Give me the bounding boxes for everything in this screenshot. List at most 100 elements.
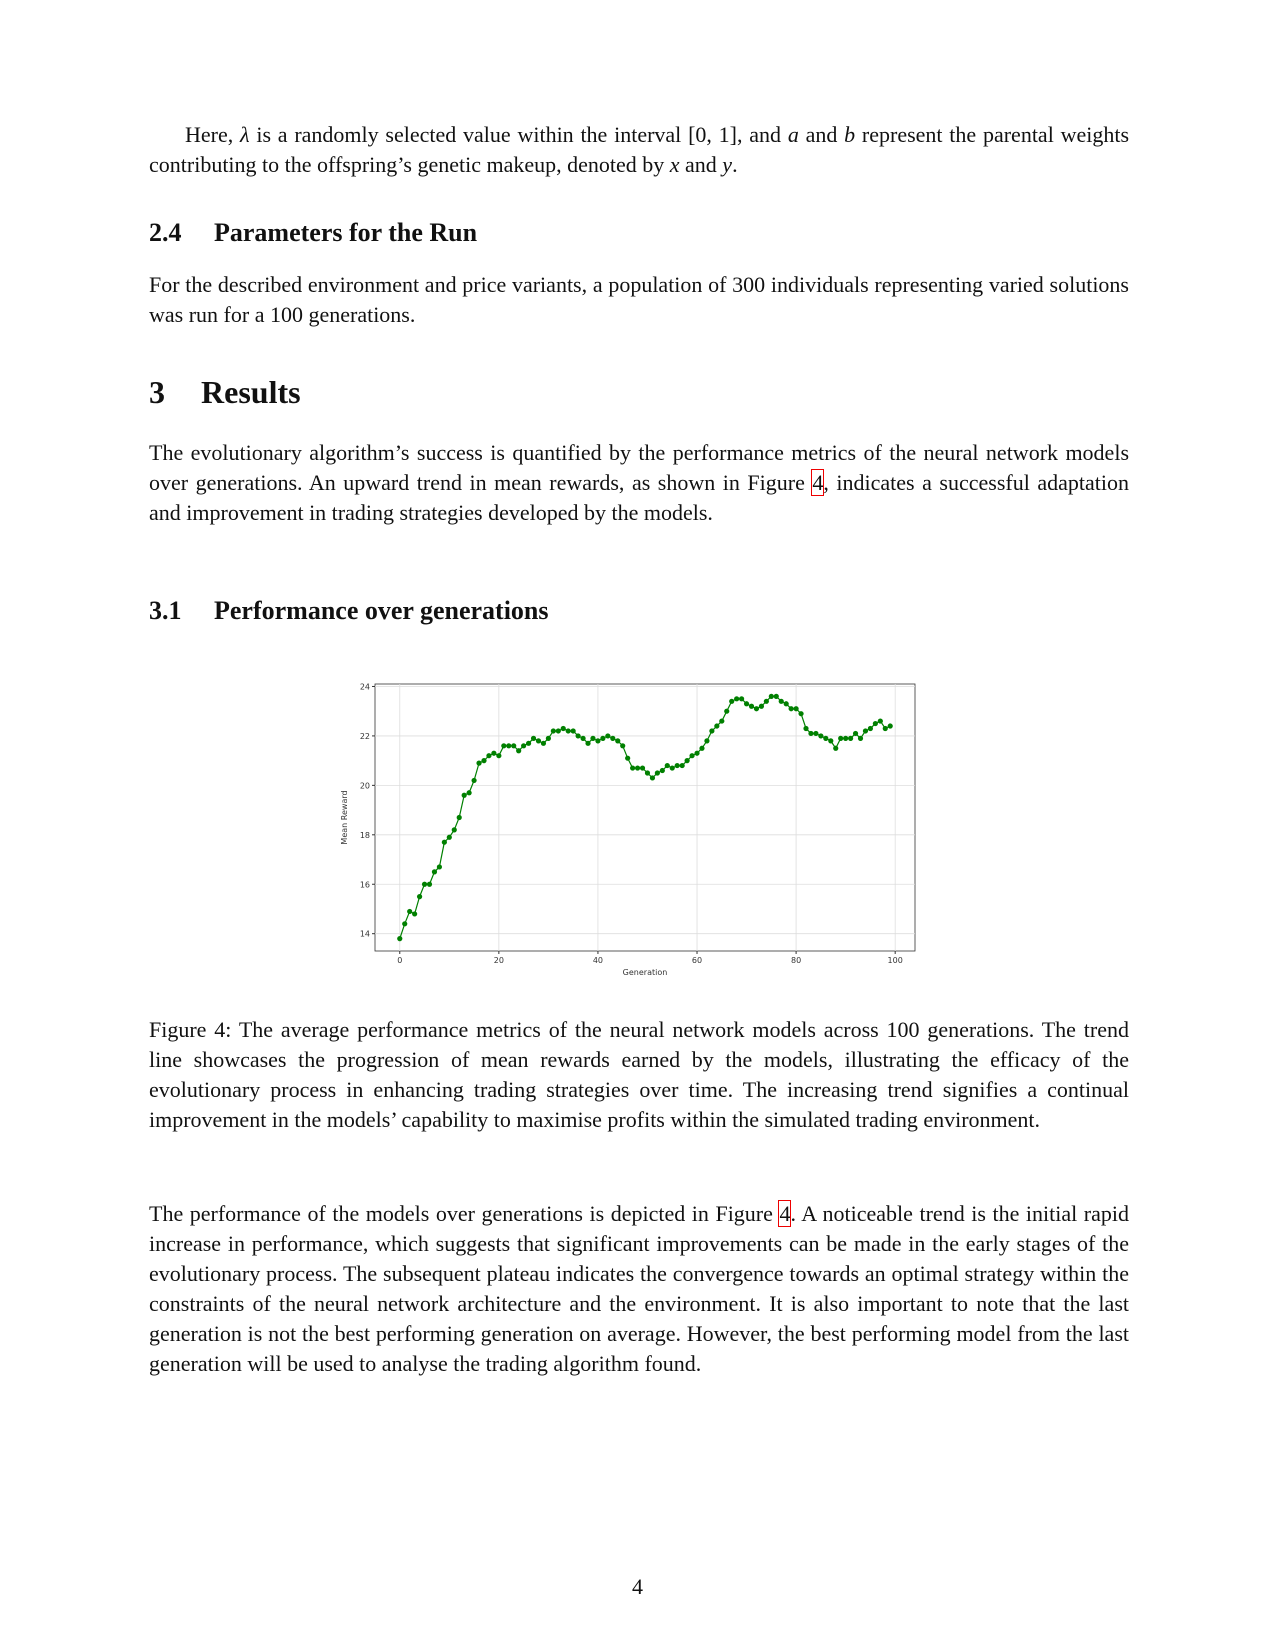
point — [729, 698, 735, 704]
point — [773, 693, 779, 699]
point — [496, 753, 502, 759]
point — [565, 728, 571, 734]
text: , indicates a successful adaptation and … — [149, 470, 1129, 525]
point — [669, 765, 675, 771]
text: is a randomly selected value within the … — [249, 122, 788, 147]
section-heading: 2.4 Parameters for the Run — [149, 218, 477, 248]
point — [649, 775, 656, 781]
point — [545, 735, 551, 741]
point — [426, 881, 433, 887]
section-number: 3 — [149, 374, 165, 410]
y-tick-label: 18 — [360, 831, 370, 840]
point — [431, 869, 438, 875]
point — [585, 740, 591, 746]
point — [644, 770, 651, 776]
y-axis-label: Mean Reward — [340, 790, 349, 844]
point — [550, 728, 556, 734]
point — [798, 711, 804, 717]
point — [867, 725, 874, 732]
point — [620, 743, 626, 749]
point — [689, 753, 695, 759]
point — [699, 745, 705, 751]
point — [714, 723, 720, 729]
y-tick-label: 20 — [360, 781, 370, 790]
point — [416, 894, 423, 900]
plot-area — [374, 683, 916, 952]
text: Here, — [185, 122, 241, 147]
x-tick-label: 40 — [593, 956, 603, 965]
point — [471, 777, 477, 784]
point — [412, 911, 418, 917]
point — [783, 701, 789, 707]
point — [719, 718, 725, 724]
point — [615, 738, 621, 744]
point — [763, 698, 769, 704]
point — [724, 708, 730, 714]
point — [535, 738, 542, 744]
section-number: 3.1 — [149, 596, 182, 625]
point — [530, 735, 537, 741]
point — [654, 770, 660, 776]
point — [793, 706, 799, 712]
point — [709, 728, 715, 734]
line — [399, 695, 891, 939]
point — [768, 693, 774, 699]
point — [501, 743, 507, 749]
figure-link[interactable]: 4 — [811, 469, 825, 496]
point — [813, 730, 819, 737]
point — [476, 760, 482, 766]
point — [674, 762, 680, 769]
point — [818, 733, 824, 739]
point — [659, 767, 665, 774]
point — [436, 864, 443, 870]
point — [887, 723, 893, 729]
point — [847, 735, 854, 741]
point — [694, 750, 700, 756]
point — [590, 735, 596, 741]
math: x — [669, 152, 680, 177]
x-tick-label: 80 — [791, 956, 801, 965]
point — [451, 827, 457, 833]
text: . — [732, 152, 738, 177]
section-title: Parameters for the Run — [214, 218, 478, 247]
section-title: Performance over generations — [214, 596, 549, 625]
point — [852, 730, 859, 737]
point — [560, 725, 566, 732]
point — [788, 706, 794, 712]
math: b — [844, 122, 856, 147]
point — [466, 790, 472, 796]
math: y — [722, 152, 733, 177]
point — [758, 703, 765, 709]
point — [630, 765, 636, 771]
point — [664, 762, 670, 769]
point — [595, 738, 601, 744]
paragraph: For the described environment and price … — [149, 272, 1129, 327]
point — [748, 703, 755, 709]
point — [639, 765, 646, 771]
point — [739, 696, 745, 702]
point — [610, 735, 616, 741]
point — [570, 728, 576, 734]
x-tick-label: 0 — [397, 956, 402, 965]
point — [743, 701, 750, 707]
figure-caption: Figure 4: The average performance metric… — [149, 1017, 1129, 1132]
point — [402, 921, 408, 927]
point — [862, 728, 869, 734]
figure-link[interactable]: 4 — [778, 1200, 792, 1227]
point — [803, 725, 809, 732]
y-tick-label: 16 — [360, 880, 370, 889]
text: and — [679, 152, 723, 177]
point — [441, 839, 447, 845]
point — [872, 720, 878, 727]
y-tick-label: 24 — [360, 682, 370, 691]
point — [486, 753, 492, 759]
point — [778, 698, 784, 704]
point — [704, 738, 710, 744]
y-tick-label: 14 — [360, 930, 370, 939]
point — [506, 743, 512, 749]
point — [511, 743, 517, 749]
chart: 14 16 18 20 22 24 0 20 40 60 80 100 Generation Mean R… — [340, 682, 916, 977]
page-number: 4 — [632, 1574, 643, 1599]
point — [843, 735, 849, 741]
math: λ — [240, 122, 250, 147]
